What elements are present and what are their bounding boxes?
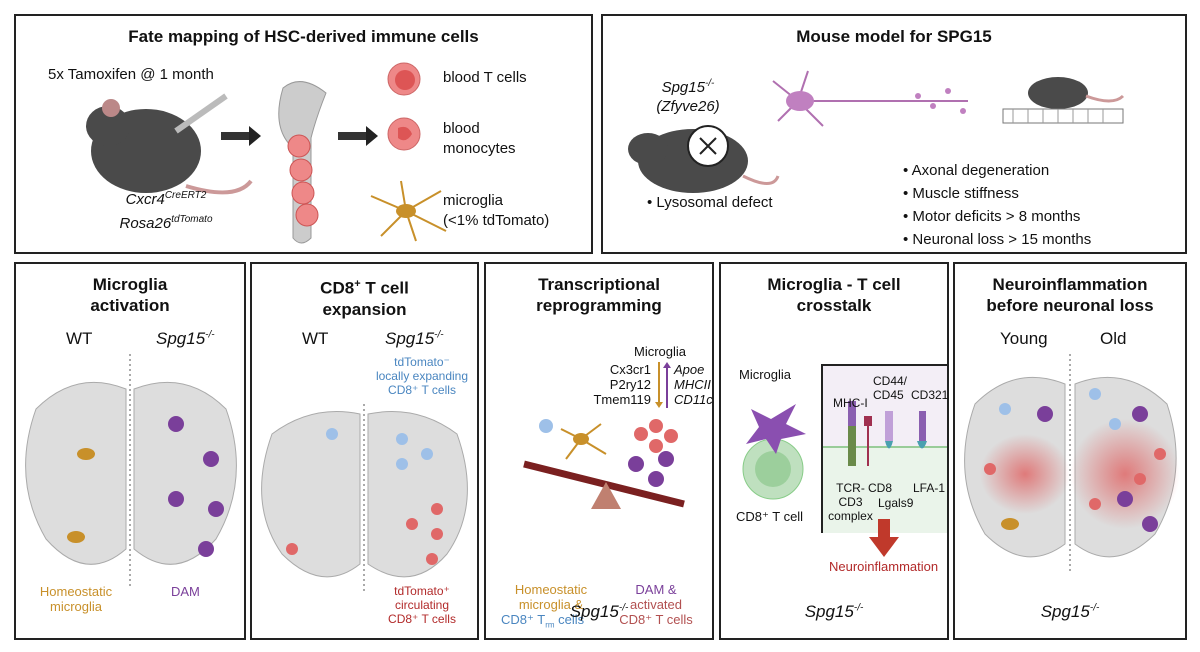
dam-label: DAM [171,584,200,599]
young-label: Young [1000,329,1048,348]
wt-label: WT [66,329,93,348]
downregulated-genes: Cx3cr1 P2ry12 Tmem119 [593,362,651,407]
treatment-label: 5x Tamoxifen @ 1 month [48,66,214,83]
phenotype-list: • Axonal degeneration • Muscle stiffness •… [903,162,1092,248]
mouse-model-panel: Mouse model for SPG15 Spg15-/- (Zfyve26) … [601,14,1187,254]
microglia-tcell-icon [742,404,806,500]
microglia-label: Microglia [634,344,687,359]
cd8-label: CD8 [868,481,893,495]
cd8-expansion-panel: CD8+ T cell expansion WT Spg15-/- tdToma… [250,262,479,640]
brain-section-icon [25,354,237,589]
seesaw-icon [523,419,685,509]
brain-section-icon [964,354,1180,574]
mouse-syringe-icon [86,93,253,195]
spg15-label: Spg15-/- [385,329,444,348]
panel-title: Neuroinflammation before neuronal loss [986,275,1154,315]
fate-mapping-panel: Fate mapping of HSC-derived immune cells… [14,14,593,254]
tcell-membrane [823,446,947,533]
microglia-activation-panel: Microglia activation WT Spg15-/- Homeost… [14,262,246,640]
genotype-footer: Spg15-/- [569,602,629,621]
crosstalk-panel: Microglia - T cell crosstalk Microglia C… [719,262,949,640]
wt-label: WT [302,329,329,348]
legend-microglia: microglia (<1% tdTomato) [443,192,550,229]
tcr-label: TCR- CD3 complex [828,481,873,523]
synapse-inset: MHC-I CD44/ CD45 CD321 TCR- CD3 complex … [821,364,949,533]
panel-title: Microglia - T cell crosstalk [767,275,901,315]
homeostatic-microglia-label: Homeostatic microglia [39,584,113,614]
genotype-footer: Spg15-/- [1040,602,1100,621]
defect-item: • Lysosomal defect [647,194,773,211]
down-arrow-icon [869,519,899,557]
gene-label: Spg15-/- (Zfyve26) [656,78,720,115]
cd44-label: CD44/ CD45 [873,374,908,402]
up-down-arrows-icon [655,362,671,408]
panel-title: Transcriptional reprogramming [536,275,662,315]
degenerating-neuron-icon [772,70,968,127]
panel-title: CD8+ T cell expansion [320,278,409,319]
genotype-footer: Spg15-/- [804,602,864,621]
mouse-treadmill-icon [1002,77,1125,124]
panel-title: Mouse model for SPG15 [796,27,992,46]
cd321-label: CD321 [911,388,949,402]
mhc-label: MHC-I [833,396,868,410]
brain-section-icon [261,404,468,594]
tcell-label: CD8⁺ T cell [736,509,804,524]
genotype-label: Cxcr4CreERT2 Rosa26tdTomato [119,190,213,232]
bone-marrow-icon [278,81,327,244]
receptor-icons [848,401,927,466]
microglia-label: Microglia [739,367,792,382]
knockout-mouse-icon [628,125,780,193]
homeostatic-label: Homeostatic microglia & [514,582,588,612]
panel-title: Fate mapping of HSC-derived immune cells [128,27,479,46]
dam-label: DAM & [635,582,677,597]
activated-t-cells-label: activated CD8⁺ T cells [619,597,693,627]
panel-title: Microglia activation [90,275,170,315]
neuroinflammation-panel: Neuroinflammation before neuronal loss Y… [953,262,1187,640]
monocyte-icon [387,117,421,151]
lfa1-label: LFA-1 [913,481,946,495]
arrow-icon [221,126,261,146]
tdtomato-neg-label: tdTomato⁻ locally expanding CD8⁺ T cells [375,355,469,397]
microglia-icon [370,180,447,242]
lgals9-label: Lgals9 [878,496,914,510]
old-label: Old [1100,329,1127,348]
neuroinflammation-label: Neuroinflammation [829,559,939,574]
legend-monocytes: blood monocytes [443,120,516,157]
trm-label: CD8⁺ Trm cells [501,612,585,630]
tdtomato-pos-label: tdTomato⁺ circulating CD8⁺ T cells [388,584,456,626]
upregulated-genes: Apoe MHCII CD11c [674,362,713,407]
arrow-icon [338,126,378,146]
spg15-label: Spg15-/- [156,329,215,348]
legend-t-cells: blood T cells [443,69,527,86]
transcriptional-reprogramming-panel: Transcriptional reprogramming Microglia … [484,262,714,640]
t-cell-icon [387,62,421,96]
